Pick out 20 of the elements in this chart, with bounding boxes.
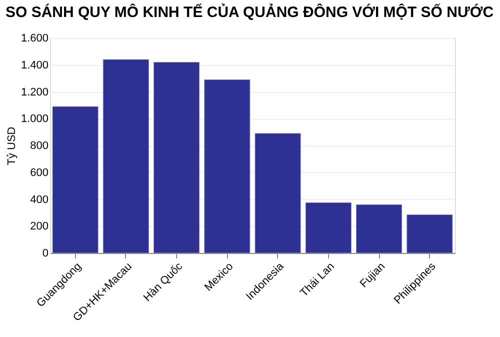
bar	[305, 202, 352, 254]
y-tick-label: 1.400	[20, 59, 48, 72]
y-tick-label: 200	[30, 220, 48, 233]
bar	[204, 79, 250, 254]
y-axis-title: Tỷ USD	[6, 126, 18, 166]
y-tick-label: 1.200	[20, 86, 48, 98]
y-tick-label: 600	[30, 166, 48, 179]
bar	[154, 62, 200, 254]
y-tick-label: 1.000	[20, 113, 48, 126]
bar	[406, 214, 453, 254]
bar	[356, 204, 402, 254]
chart-title: SO SÁNH QUY MÔ KINH TẾ CỦA QUẢNG ĐÔNG VỚI MỘT SỐ NƯỚC	[5, 3, 494, 21]
bar	[52, 106, 98, 254]
y-tick-label: 800	[30, 140, 48, 152]
x-tick-label: Thái Lan	[298, 260, 337, 300]
bar	[102, 59, 149, 254]
bar	[254, 133, 301, 254]
y-tick-label: 1.600	[20, 32, 48, 44]
y-tick-label: 400	[30, 194, 48, 206]
y-tick-label: 0	[42, 248, 48, 260]
